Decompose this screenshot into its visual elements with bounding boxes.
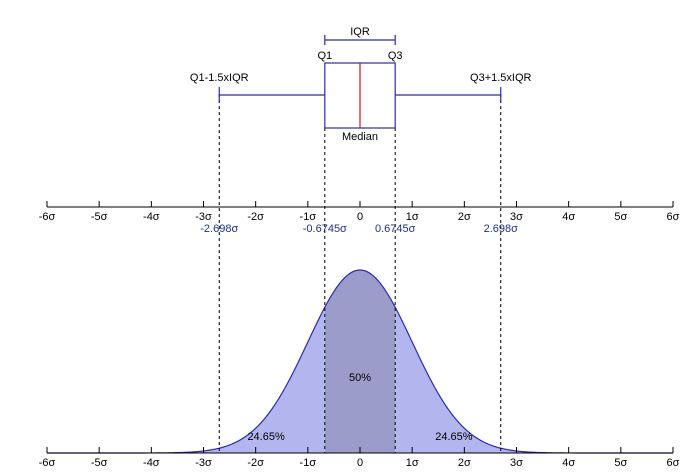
top-axis-tick-label: -3σ (195, 211, 212, 223)
lower-whisker-label: Q1-1.5xIQR (190, 72, 249, 84)
upper-whisker-label: Q3+1.5xIQR (470, 72, 532, 84)
bottom-axis-tick-label: -4σ (143, 457, 160, 469)
distribution (47, 269, 673, 454)
iqr-label: IQR (350, 26, 370, 38)
top-axis-tick-label: -4σ (143, 211, 160, 223)
median-label: Median (342, 131, 378, 143)
top-axis-tick-label: -5σ (91, 211, 108, 223)
top-axis-tick-label: 3σ (510, 211, 523, 223)
bottom-axis-tick-label: -2σ (247, 457, 264, 469)
bottom-axis-tick-label: -6σ (39, 457, 56, 469)
left-percent-label: 24.65% (247, 431, 285, 443)
bottom-axis-tick-label: 3σ (510, 457, 523, 469)
sigma-marker-label: -0.6745σ (303, 223, 347, 235)
left-tail-area (47, 307, 325, 453)
sigma-marker-labels: -2.698σ -0.6745σ 0.6745σ 2.698σ (200, 223, 518, 235)
sigma-marker-label: 2.698σ (484, 223, 519, 235)
bottom-axis-tick-label: 6σ (667, 457, 680, 469)
bottom-axis-tick-label: -1σ (300, 457, 317, 469)
bottom-axis-tick-label: 5σ (614, 457, 627, 469)
bottom-axis: -6σ -5σ -4σ -3σ -2σ -1σ 0 1σ 2σ 3σ 4σ 5σ 6σ (39, 447, 680, 469)
guide-lines (218, 94, 502, 453)
bottom-axis-tick-label: 2σ (458, 457, 471, 469)
top-axis: -6σ -5σ -4σ -3σ -2σ -1σ 0 1σ 2σ 3σ 4σ 5σ 6σ (39, 201, 680, 223)
top-axis-tick-label: -6σ (39, 211, 56, 223)
bottom-axis-tick-label: -3σ (195, 457, 212, 469)
box-plot: IQR Q1 Q3 Q1-1.5xIQR Q3+1.5xIQR Median (190, 26, 532, 143)
bottom-axis-tick-label: 0 (357, 457, 363, 469)
right-tail-area (395, 307, 673, 453)
top-axis-tick-label: 5σ (614, 211, 627, 223)
bottom-axis-tick-label: 1σ (406, 457, 419, 469)
bottom-axis-tick-label: 4σ (562, 457, 575, 469)
sigma-marker-label: 0.6745σ (375, 223, 416, 235)
middle-percent-label: 50% (349, 372, 371, 384)
bottom-axis-ticks: -6σ -5σ -4σ -3σ -2σ -1σ 0 1σ 2σ 3σ 4σ 5σ 6σ (39, 447, 680, 469)
top-axis-tick-label: 6σ (667, 211, 680, 223)
top-axis-tick-label: -1σ (300, 211, 317, 223)
top-axis-ticks: -6σ -5σ -4σ -3σ -2σ -1σ 0 1σ 2σ 3σ 4σ 5σ 6σ (39, 201, 680, 223)
right-percent-label: 24.65% (435, 431, 473, 443)
top-axis-tick-label: 2σ (458, 211, 471, 223)
middle-50-percent-area (324, 270, 396, 453)
q3-label: Q3 (388, 50, 403, 62)
top-axis-tick-label: 4σ (562, 211, 575, 223)
top-axis-tick-label: 1σ (406, 211, 419, 223)
top-axis-tick-label: -2σ (247, 211, 264, 223)
top-axis-tick-label: 0 (357, 211, 363, 223)
sigma-marker-label: -2.698σ (200, 223, 238, 235)
q1-label: Q1 (317, 50, 332, 62)
bottom-axis-tick-label: -5σ (91, 457, 108, 469)
